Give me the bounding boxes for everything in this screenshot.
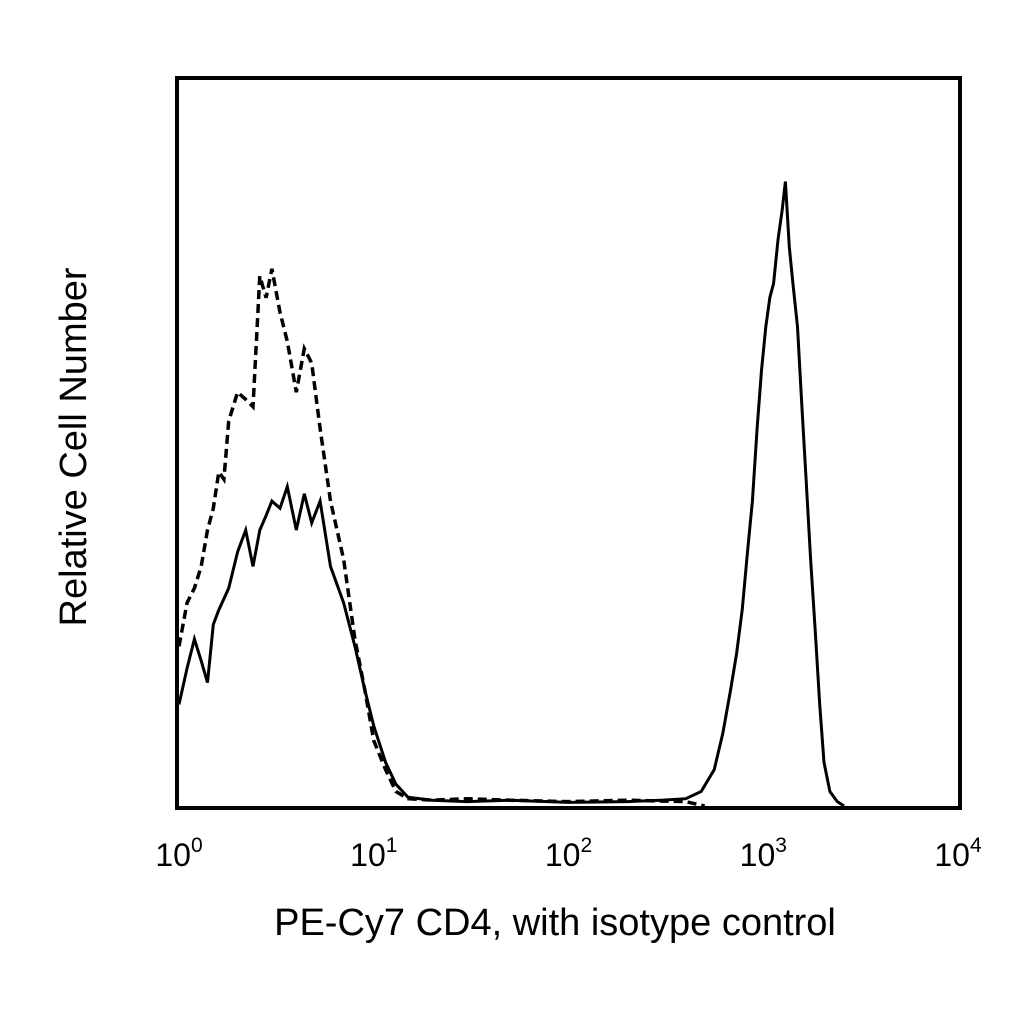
plot-frame [175,76,962,810]
series-layer [177,181,845,808]
x-tick-label: 103 [740,834,787,873]
cd4-stained-series-line [177,181,845,808]
x-tick-label: 101 [350,834,397,873]
x-tick-label: 100 [155,834,202,873]
x-axis-title: PE-Cy7 CD4, with isotype control [274,902,836,944]
x-tick-label: 104 [934,834,982,873]
x-tick-layer: 100 101 102 103 104 [155,834,982,873]
y-axis-title: Relative Cell Number [53,267,95,626]
x-tick-label: 102 [545,834,592,873]
